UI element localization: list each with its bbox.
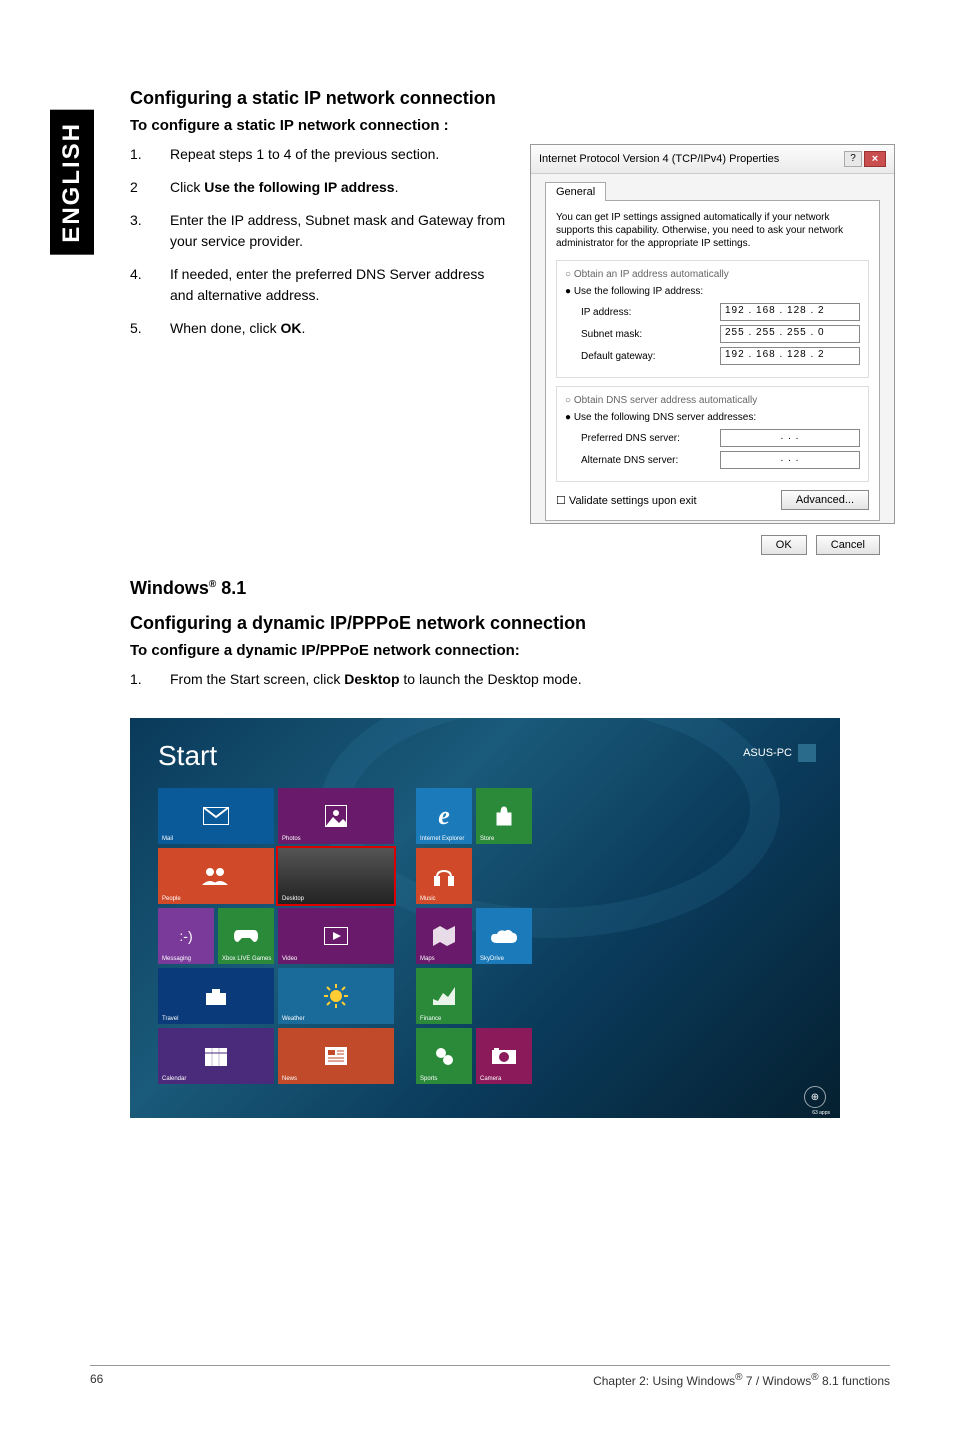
step-text: From the Start screen, click Desktop to … (170, 669, 900, 690)
steps-list: 1.Repeat steps 1 to 4 of the previous se… (130, 144, 510, 339)
radio-auto-ip[interactable]: ○ Obtain an IP address automatically (565, 269, 860, 280)
subnet-field: Subnet mask:255 . 255 . 255 . 0 (581, 325, 860, 343)
start-title: Start (158, 740, 217, 772)
mail-tile[interactable]: Mail (158, 788, 274, 844)
start-user[interactable]: ASUS-PC (743, 744, 816, 762)
camera-tile[interactable]: Camera (476, 1028, 532, 1084)
gateway-input[interactable]: 192 . 168 . 128 . 2 (720, 347, 860, 365)
step-text: If needed, enter the preferred DNS Serve… (170, 264, 510, 306)
step-text: Enter the IP address, Subnet mask and Ga… (170, 210, 510, 252)
all-apps-button[interactable]: ⊕ (804, 1086, 826, 1108)
section2: Windows® 8.1 Configuring a dynamic IP/PP… (130, 578, 900, 1118)
language-tab: ENGLISH (50, 110, 94, 255)
all-apps-label: 63 apps (812, 1110, 830, 1116)
ie-tile[interactable]: eInternet Explorer (416, 788, 472, 844)
step-item: 1.Repeat steps 1 to 4 of the previous se… (130, 144, 510, 165)
step-num: 2 (130, 177, 170, 198)
dialog-controls: ? × (844, 151, 886, 167)
section1-subheading: To configure a static IP network connect… (130, 117, 900, 134)
dialog-titlebar: Internet Protocol Version 4 (TCP/IPv4) P… (531, 145, 894, 174)
alt-dns-field: Alternate DNS server:. . . (581, 451, 860, 469)
dialog-buttons: OK Cancel (531, 529, 894, 561)
step-text: Click Use the following IP address. (170, 177, 510, 198)
validate-row: ☐ Validate settings upon exit Advanced..… (556, 490, 869, 510)
step-text: Repeat steps 1 to 4 of the previous sect… (170, 144, 510, 165)
gateway-field: Default gateway:192 . 168 . 128 . 2 (581, 347, 860, 365)
dialog-description: You can get IP settings assigned automat… (556, 211, 869, 250)
ip-group: ○ Obtain an IP address automatically ● U… (556, 260, 869, 378)
page-footer: 66 Chapter 2: Using Windows® 7 / Windows… (90, 1365, 890, 1388)
step-text: When done, click OK. (170, 318, 510, 339)
section1-heading: Configuring a static IP network connecti… (130, 88, 900, 109)
tiles-grid: Mail Photos eInternet Explorer Store Peo… (158, 788, 532, 1084)
finance-tile[interactable]: Finance (416, 968, 472, 1024)
start-screen: Start ASUS-PC Mail Photos eInternet Expl… (130, 718, 840, 1118)
user-icon (798, 744, 816, 762)
ip-input[interactable]: 192 . 168 . 128 . 2 (720, 303, 860, 321)
dialog-title-text: Internet Protocol Version 4 (TCP/IPv4) P… (539, 153, 779, 165)
step-item: 3.Enter the IP address, Subnet mask and … (130, 210, 510, 252)
step-num: 1. (130, 669, 170, 690)
subnet-input[interactable]: 255 . 255 . 255 . 0 (720, 325, 860, 343)
chapter-label: Chapter 2: Using Windows® 7 / Windows® 8… (593, 1372, 890, 1388)
close-icon[interactable]: × (864, 151, 886, 167)
pref-dns-field: Preferred DNS server:. . . (581, 429, 860, 447)
sports-tile[interactable]: Sports (416, 1028, 472, 1084)
general-tab[interactable]: General (545, 182, 606, 201)
section2-heading: Configuring a dynamic IP/PPPoE network c… (130, 613, 900, 634)
radio-static-dns[interactable]: ● Use the following DNS server addresses… (565, 412, 860, 423)
step-item: 1.From the Start screen, click Desktop t… (130, 669, 900, 690)
step-num: 1. (130, 144, 170, 165)
step-num: 3. (130, 210, 170, 252)
ipv4-dialog: Internet Protocol Version 4 (TCP/IPv4) P… (530, 144, 895, 524)
skydrive-tile[interactable]: SkyDrive (476, 908, 532, 964)
steps-column: 1.Repeat steps 1 to 4 of the previous se… (130, 144, 510, 524)
photos-tile[interactable]: Photos (278, 788, 394, 844)
news-tile[interactable]: News (278, 1028, 394, 1084)
dialog-panel: You can get IP settings assigned automat… (545, 200, 880, 521)
desktop-highlight (276, 846, 396, 906)
advanced-button[interactable]: Advanced... (781, 490, 869, 510)
dialog-body: General You can get IP settings assigned… (531, 174, 894, 529)
weather-tile[interactable]: Weather (278, 968, 394, 1024)
alt-dns-input[interactable]: . . . (720, 451, 860, 469)
validate-checkbox[interactable]: ☐ Validate settings upon exit (556, 494, 697, 507)
pref-dns-input[interactable]: . . . (720, 429, 860, 447)
radio-static-ip[interactable]: ● Use the following IP address: (565, 286, 860, 297)
maps-tile[interactable]: Maps (416, 908, 472, 964)
step-item: 4.If needed, enter the preferred DNS Ser… (130, 264, 510, 306)
music-tile[interactable]: Music (416, 848, 472, 904)
dns-group: ○ Obtain DNS server address automaticall… (556, 386, 869, 482)
step-num: 4. (130, 264, 170, 306)
section2-subheading: To configure a dynamic IP/PPPoE network … (130, 642, 900, 659)
step-num: 5. (130, 318, 170, 339)
section1-row: 1.Repeat steps 1 to 4 of the previous se… (130, 144, 900, 524)
travel-tile[interactable]: Travel (158, 968, 274, 1024)
help-icon[interactable]: ? (844, 151, 862, 167)
ok-button[interactable]: OK (761, 535, 807, 555)
radio-auto-dns[interactable]: ○ Obtain DNS server address automaticall… (565, 395, 860, 406)
store-tile[interactable]: Store (476, 788, 532, 844)
main-content: Configuring a static IP network connecti… (130, 88, 900, 1118)
section2-steps: 1.From the Start screen, click Desktop t… (130, 669, 900, 690)
step-item: 2Click Use the following IP address. (130, 177, 510, 198)
video-tile[interactable]: Video (278, 908, 394, 964)
page-number: 66 (90, 1372, 103, 1388)
games-tile[interactable]: Xbox LIVE Games (218, 908, 274, 964)
messaging-tile[interactable]: :-)Messaging (158, 908, 214, 964)
step-item: 5.When done, click OK. (130, 318, 510, 339)
cancel-button[interactable]: Cancel (816, 535, 880, 555)
windows-heading: Windows® 8.1 (130, 578, 900, 599)
ip-field: IP address:192 . 168 . 128 . 2 (581, 303, 860, 321)
calendar-tile[interactable]: Calendar (158, 1028, 274, 1084)
people-tile[interactable]: People (158, 848, 274, 904)
